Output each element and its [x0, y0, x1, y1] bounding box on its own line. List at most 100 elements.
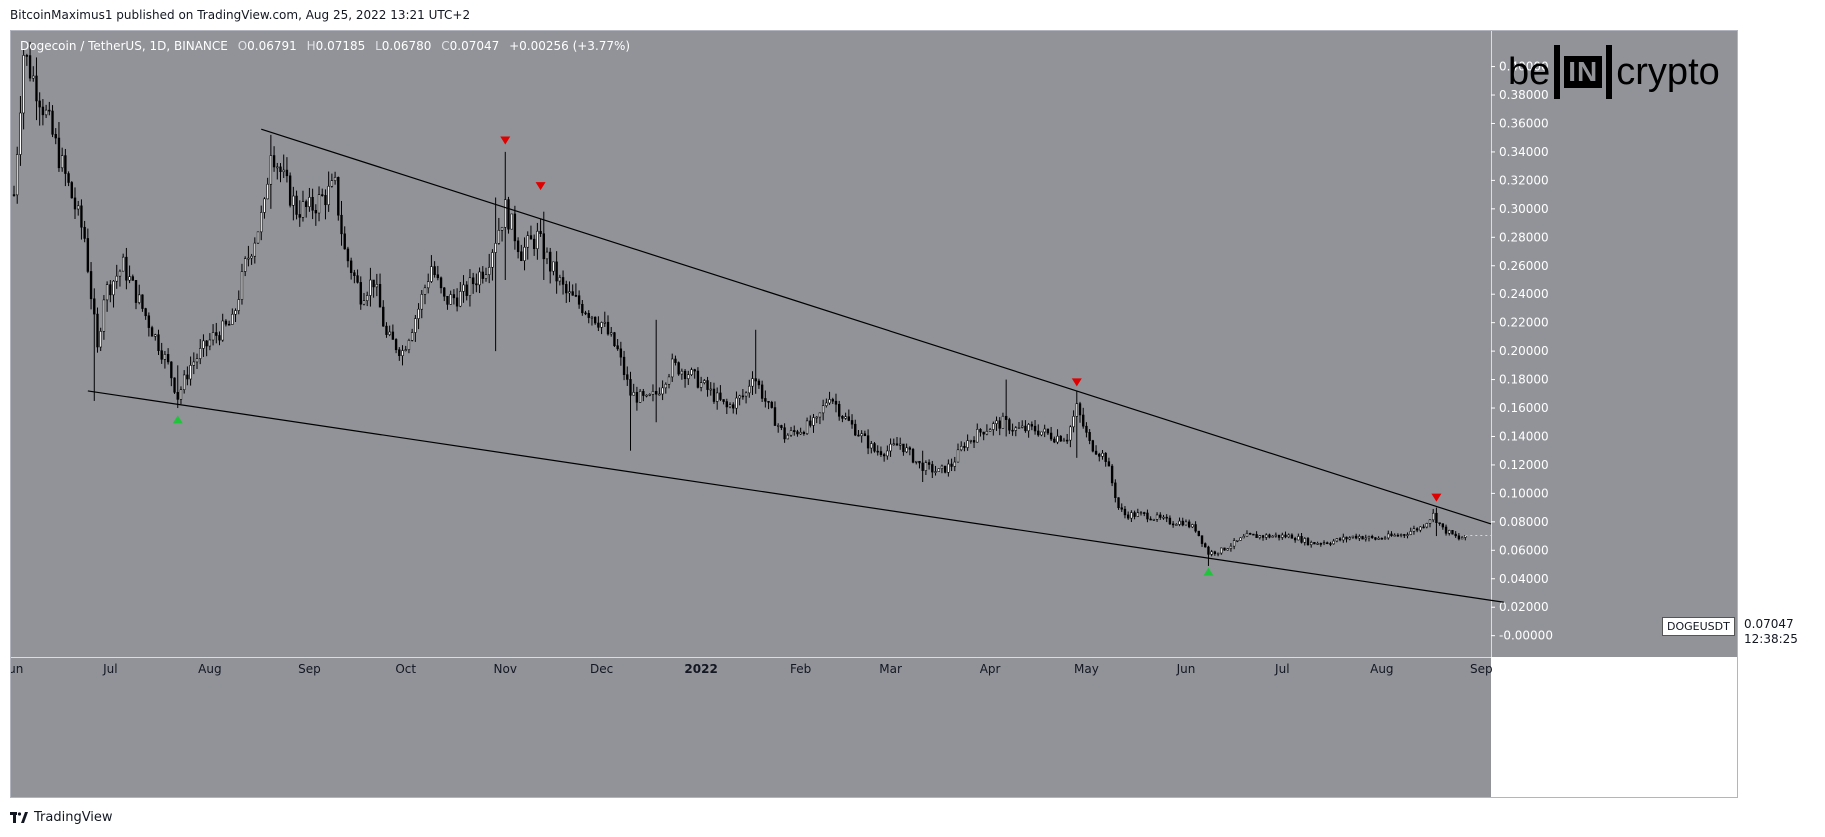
descending-support-line: [87, 390, 1504, 603]
candle-body: [1030, 424, 1034, 427]
candle-body: [529, 235, 533, 240]
candle-body: [176, 391, 179, 400]
candle-body: [873, 443, 876, 452]
candle-body: [1448, 530, 1451, 534]
candle-body: [915, 460, 918, 463]
logo-box: IN: [1554, 45, 1613, 99]
candle-body: [536, 230, 539, 250]
candle-body: [398, 349, 401, 357]
candle-body: [789, 430, 793, 436]
candle-body: [677, 362, 680, 375]
candle-body: [513, 213, 517, 242]
candle-body: [1329, 543, 1332, 545]
candle-body: [882, 454, 886, 457]
candle-body: [799, 432, 802, 435]
candle-body: [937, 468, 940, 472]
candle-body: [1223, 547, 1226, 551]
candle-body: [1239, 537, 1242, 541]
candle-body: [510, 213, 513, 230]
y-tick-label: 0.04000: [1499, 572, 1549, 586]
candle-body: [539, 230, 542, 234]
candle-body: [491, 252, 494, 268]
candle-body: [465, 284, 468, 296]
candle-body: [1220, 547, 1223, 554]
candle-body: [166, 354, 170, 363]
candle-body: [626, 374, 629, 380]
chart-frame[interactable]: 0.40000 0.38000 0.36000 0.34000 0.32000 0.300…: [10, 30, 1738, 798]
candle-body: [1409, 531, 1412, 535]
rejection-marker-down: [500, 136, 511, 145]
candle-body: [263, 198, 266, 213]
candle-body: [154, 334, 157, 337]
y-tick-label: 0.18000: [1499, 373, 1549, 387]
candle-body: [340, 214, 343, 235]
candle-body: [674, 358, 677, 363]
candle-body: [1159, 514, 1162, 518]
candle-body: [1065, 439, 1069, 442]
candle-body: [802, 432, 806, 434]
candle-body: [1399, 534, 1403, 536]
candle-body: [1101, 452, 1104, 457]
candle-body: [80, 205, 83, 228]
candle-body: [1216, 552, 1220, 555]
candle-body: [19, 112, 22, 155]
candle-body: [796, 431, 799, 435]
candle-body: [976, 429, 979, 443]
candle-body: [1374, 537, 1377, 540]
candle-body: [1338, 538, 1342, 541]
bounce-marker-up: [172, 415, 183, 424]
candle-body: [940, 465, 944, 469]
candle-body: [1435, 512, 1438, 524]
candle-body: [484, 274, 488, 279]
rejection-marker-down: [1431, 493, 1442, 502]
candle-body: [430, 266, 433, 282]
candle-body: [748, 385, 751, 394]
candle-body: [1197, 530, 1200, 536]
candle-body: [780, 425, 783, 429]
price-chart[interactable]: 0.40000 0.38000 0.36000 0.34000 0.32000 0.300…: [11, 31, 1737, 797]
candle-body: [276, 166, 279, 169]
legend-high: 0.07185: [315, 39, 366, 53]
candle-body: [333, 177, 337, 181]
y-tick-label: 0.14000: [1499, 429, 1549, 443]
candle-body: [1351, 535, 1355, 538]
candle-body: [1178, 520, 1181, 525]
candle-body: [1438, 522, 1441, 525]
candle-body: [571, 291, 574, 296]
candle-body: [805, 420, 809, 434]
candle-body: [157, 334, 160, 351]
candle-body: [1460, 537, 1464, 540]
candle-body: [828, 399, 831, 404]
candle-body: [134, 280, 138, 303]
candle-body: [911, 449, 915, 463]
candle-body: [1274, 534, 1278, 537]
candle-body: [292, 195, 295, 206]
candle-body: [1412, 528, 1416, 532]
candle-body: [1297, 536, 1300, 541]
candle-body: [1078, 403, 1082, 416]
candle-body: [850, 420, 854, 425]
candle-body: [886, 450, 889, 457]
y-tick-label: 0.24000: [1499, 287, 1549, 301]
y-tick-label: 0.20000: [1499, 344, 1549, 358]
candle-body: [330, 180, 334, 187]
candle-body: [664, 383, 667, 389]
candle-body: [25, 55, 29, 57]
y-tick-label: 0.02000: [1499, 600, 1549, 614]
candle-body: [67, 173, 70, 183]
candle-body: [876, 450, 879, 453]
candle-body: [324, 195, 327, 206]
candle-body: [857, 434, 860, 437]
candle-body: [1014, 427, 1017, 431]
candle-body: [125, 256, 128, 281]
candle-body: [1406, 534, 1409, 536]
candle-body: [520, 251, 523, 261]
candle-body: [1187, 521, 1191, 528]
candle-body: [1258, 535, 1262, 538]
candle-body: [38, 100, 41, 108]
legend-close-label: C: [441, 39, 450, 53]
candle-body: [889, 443, 892, 452]
candle-body: [1457, 535, 1461, 540]
candle-body: [173, 377, 176, 393]
candle-body: [359, 282, 362, 305]
